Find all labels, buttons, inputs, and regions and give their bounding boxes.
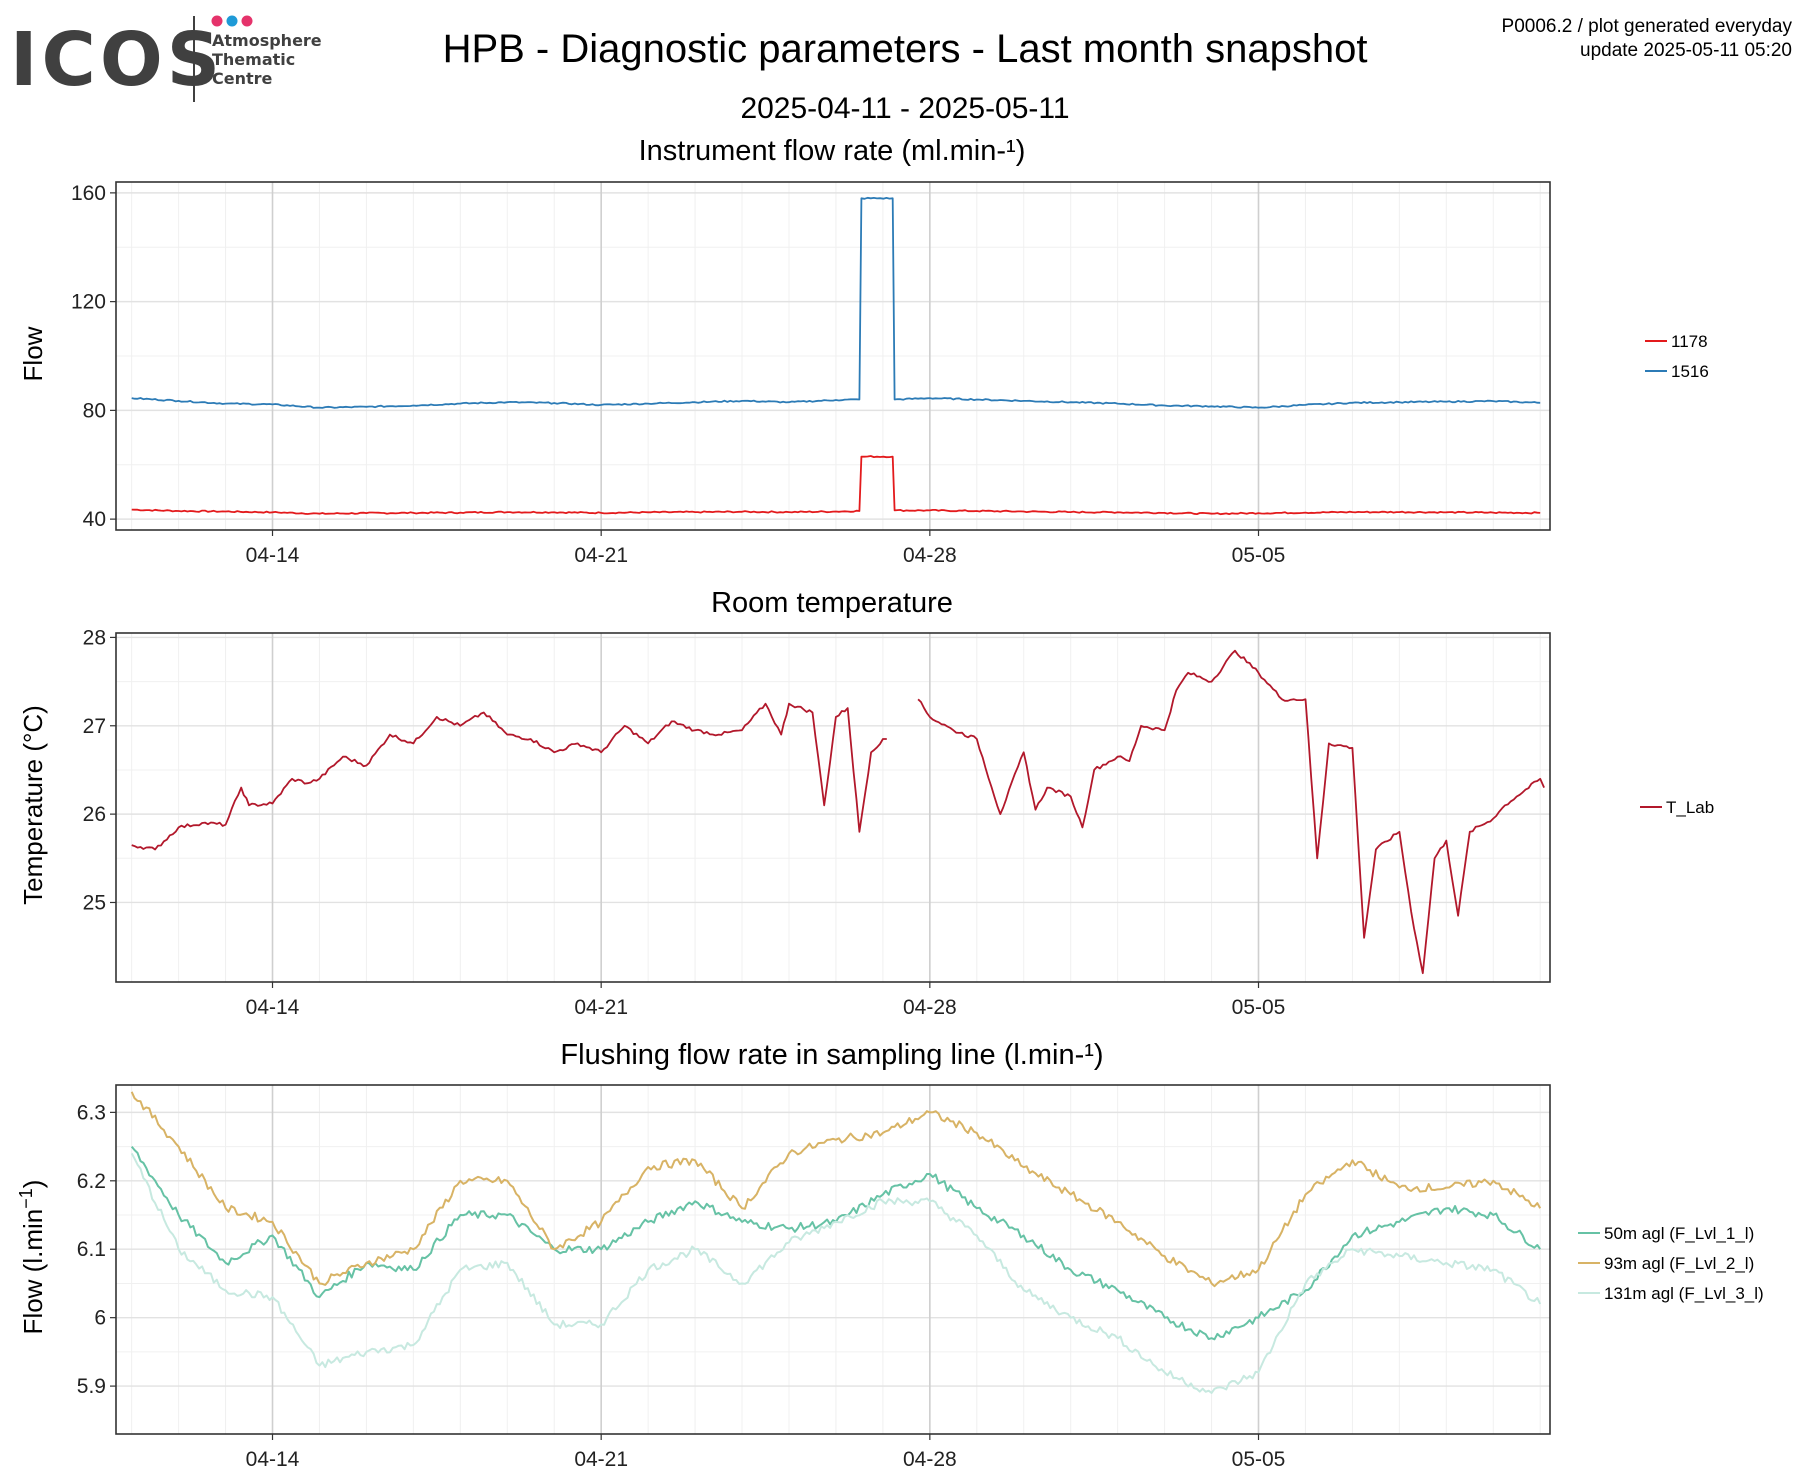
panel-temperature: Room temperature Temperature (°C) 25 26 27…: [18, 587, 1714, 1019]
x-tick-label: 04-28: [903, 544, 957, 567]
y-tick-label: 120: [71, 291, 106, 314]
panel-temperature-plot: 25 26 27 28 04-14 04-21 04-28 05-05: [83, 626, 1551, 1019]
legend-label: 50m agl (F_Lvl_1_l): [1604, 1224, 1754, 1243]
x-tick-label: 04-21: [574, 996, 628, 1019]
panel-flow-plot: 40 80 120 160 04-14 04-21 04-28 05-05: [71, 181, 1551, 567]
legend-label: 131m agl (F_Lvl_3_l): [1604, 1284, 1764, 1303]
logo-dot-1: [211, 15, 223, 27]
x-tick-label: 04-14: [246, 1448, 300, 1470]
series-line-93m agl (F_Lvl_2_l): [130, 1091, 1542, 1288]
panel-frame: [115, 181, 1551, 531]
panel-temperature-ylabel: Temperature (°C): [18, 705, 48, 905]
panel-frame: [115, 1084, 1551, 1435]
logo-line-2: Thematic: [212, 50, 295, 69]
panel-flushing-plot: 5.9 6 6.1 6.2 6.3 04-14 04-21 04-28 05-05: [77, 1084, 1551, 1471]
panel-flushing-legend: 50m agl (F_Lvl_1_l) 93m agl (F_Lvl_2_l) 13…: [1578, 1224, 1764, 1303]
y-tick-label: 28: [83, 626, 106, 649]
panel-flushing-title: Flushing flow rate in sampling line (l.m…: [560, 1039, 1103, 1071]
x-tick-label: 05-05: [1232, 996, 1286, 1019]
y-tick-label: 27: [83, 715, 106, 738]
legend-label: 1516: [1671, 362, 1709, 381]
x-tick-label: 04-14: [246, 996, 300, 1019]
panel-flow-ylabel: Flow: [18, 326, 48, 381]
figure-subtitle: 2025-04-11 - 2025-05-11: [740, 92, 1069, 125]
y-tick-label: 160: [71, 182, 106, 205]
panel-frame: [115, 632, 1551, 983]
panel-flushing: Flushing flow rate in sampling line (l.m…: [16, 1039, 1764, 1471]
x-tick-label: 04-28: [903, 996, 957, 1019]
logo-dot-3: [241, 15, 253, 27]
panel-flushing-ylabel: Flow (l.min−1): [16, 1180, 48, 1335]
icos-logo: ICOS Atmosphere Thematic Centre: [10, 15, 322, 103]
y-tick-label: 40: [83, 508, 106, 531]
panel-flow-legend: 1178 1516: [1645, 332, 1709, 381]
y-tick-label: 6: [94, 1307, 106, 1330]
series-line-1516: [131, 196, 1541, 409]
logo-dot-2: [226, 15, 238, 27]
y-tick-label: 25: [83, 891, 106, 914]
series-line-131m agl (F_Lvl_3_l): [130, 1152, 1542, 1394]
y-tick-label: 26: [83, 803, 106, 826]
meta-line-1: P0006.2 / plot generated everyday: [1502, 16, 1793, 37]
x-tick-label: 04-21: [574, 1448, 628, 1470]
logo-line-3: Centre: [212, 69, 273, 88]
legend-label: 1178: [1671, 332, 1708, 351]
legend-label: T_Lab: [1666, 798, 1714, 817]
x-tick-label: 04-21: [574, 544, 628, 567]
y-tick-label: 80: [83, 399, 106, 422]
y-tick-label: 6.3: [77, 1101, 106, 1124]
x-tick-label: 05-05: [1232, 1448, 1286, 1470]
series-line-T_Lab: [917, 649, 1545, 975]
figure-title: HPB - Diagnostic parameters - Last month…: [443, 27, 1368, 71]
x-tick-label: 04-14: [246, 544, 300, 567]
panel-temperature-title: Room temperature: [711, 587, 953, 619]
panel-flow-title: Instrument flow rate (ml.min-¹): [639, 135, 1026, 167]
x-tick-label: 05-05: [1232, 544, 1286, 567]
meta-line-2: update 2025-05-11 05:20: [1580, 40, 1792, 61]
series-line-T_Lab: [131, 702, 887, 851]
logo-wordmark: ICOS: [10, 17, 224, 103]
panel-temperature-legend: T_Lab: [1640, 798, 1714, 817]
legend-label: 93m agl (F_Lvl_2_l): [1604, 1254, 1754, 1273]
panel-flow: Instrument flow rate (ml.min-¹) Flow 40 8…: [18, 135, 1709, 567]
logo-line-1: Atmosphere: [212, 31, 322, 50]
y-tick-label: 5.9: [77, 1375, 106, 1398]
series-line-1178: [131, 455, 1541, 516]
y-tick-label: 6.1: [77, 1238, 106, 1261]
x-tick-label: 04-28: [903, 1448, 957, 1470]
y-tick-label: 6.2: [77, 1170, 106, 1193]
